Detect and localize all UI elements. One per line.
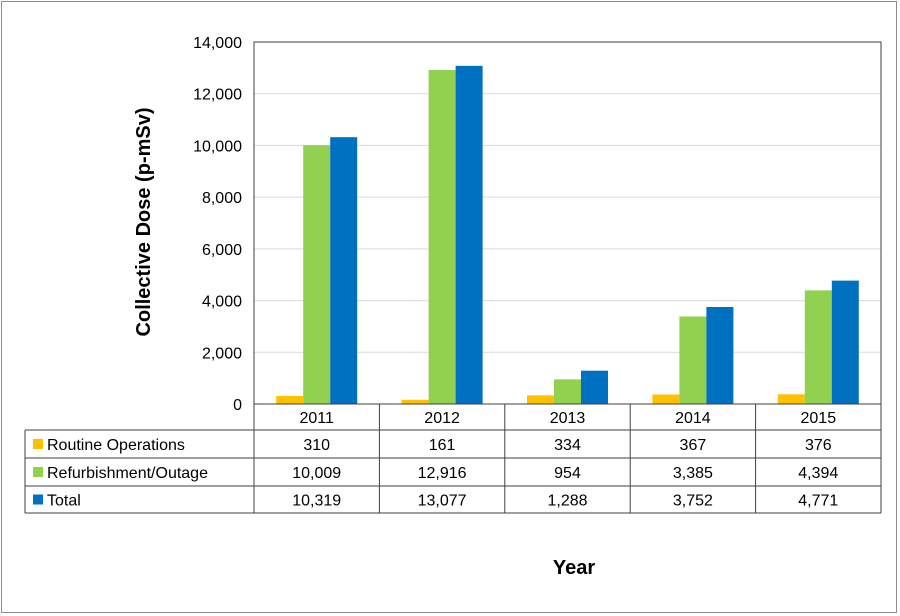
bar-routine-operations-2015 [777,394,805,404]
y-tick-label: 4,000 [202,294,242,311]
y-tick-label: 10,000 [193,138,242,155]
bar-routine-operations-2011 [276,395,304,404]
bar-refurbishment-outage-2011 [303,145,331,404]
legend-swatch [33,467,43,477]
x-tick-label: 2012 [424,410,460,427]
bar-routine-operations-2013 [527,395,554,404]
bar-refurbishment-outage-2015 [804,290,832,404]
bar-total-2011 [330,137,358,404]
y-tick-label: 2,000 [202,345,242,362]
data-label: 10,319 [292,493,341,510]
bar-total-2013 [581,370,608,404]
bar-total-2014 [706,306,734,404]
x-tick-label: 2013 [550,410,586,427]
data-label: 3,385 [673,465,713,482]
x-axis-label: Year [553,557,595,579]
bar-routine-operations-2014 [652,394,680,404]
data-label: 367 [680,437,707,454]
legend-swatch [33,494,43,505]
data-label: 4,771 [798,493,838,510]
bar-total-2012 [455,65,483,404]
bar-refurbishment-outage-2012 [428,70,456,404]
data-label: 310 [303,437,330,454]
data-label: 12,916 [418,465,467,482]
data-label: 376 [805,437,832,454]
data-label: 10,009 [292,465,341,482]
legend-label: Refurbishment/Outage [47,465,208,482]
x-tick-label: 2015 [801,410,837,427]
bar-refurbishment-outage-2014 [679,316,707,404]
data-label: 13,077 [418,493,467,510]
data-label: 1,288 [547,493,587,510]
x-tick-label: 2011 [299,410,334,427]
bar-refurbishment-outage-2013 [554,379,581,404]
y-tick-label: 8,000 [202,190,242,207]
legend-label: Total [47,493,81,510]
y-tick-label: 0 [233,397,242,414]
legend-label: Routine Operations [47,437,185,454]
data-label: 161 [429,437,456,454]
data-label: 4,394 [798,465,838,482]
data-label: 334 [554,437,581,454]
y-tick-label: 14,000 [193,35,242,52]
bar-total-2015 [831,280,859,404]
data-label: 3,752 [673,493,713,510]
y-tick-label: 6,000 [202,242,242,259]
data-label: 954 [554,465,581,482]
y-tick-label: 12,000 [193,87,242,104]
bar-routine-operations-2012 [401,399,429,404]
x-tick-label: 2014 [675,410,711,427]
y-axis-label: Collective Dose (p-mSv) [133,108,155,337]
legend-swatch [33,439,43,449]
